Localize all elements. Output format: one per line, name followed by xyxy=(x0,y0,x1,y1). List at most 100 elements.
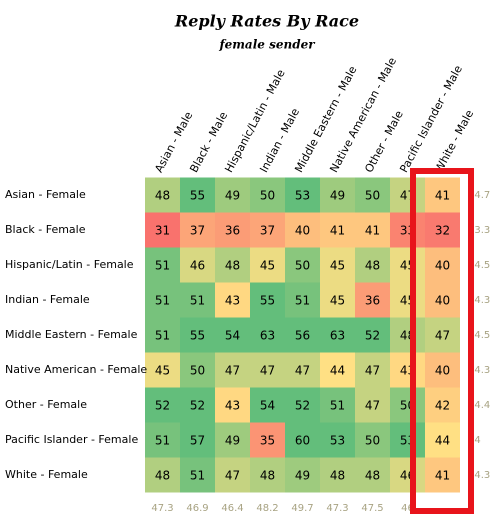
x-tick-label: Middle Eastern - Male xyxy=(292,64,359,175)
cell xyxy=(250,352,285,388)
cell-label: 51 xyxy=(330,399,345,413)
cell-label: 37 xyxy=(190,224,205,238)
cell-label: 63 xyxy=(330,329,345,343)
cell xyxy=(390,317,425,353)
cell xyxy=(320,282,355,318)
cell-label: 40 xyxy=(295,224,310,238)
y-tick-label: Middle Eastern - Female xyxy=(5,328,138,341)
cell xyxy=(145,212,180,248)
cell xyxy=(355,177,390,213)
cell-label: 47 xyxy=(260,364,275,378)
cell xyxy=(425,247,460,283)
x-tick-label: Hispanic/Latin - Male xyxy=(222,67,287,175)
cell-label: 48 xyxy=(225,259,240,273)
cell xyxy=(355,282,390,318)
cell xyxy=(285,247,320,283)
cell xyxy=(390,457,425,493)
cell-label: 50 xyxy=(365,434,380,448)
cell-label: 36 xyxy=(225,224,240,238)
cell-label: 57 xyxy=(190,434,205,448)
cell-label: 55 xyxy=(260,294,275,308)
cell xyxy=(320,352,355,388)
column-mean: 46.4 xyxy=(221,503,243,514)
cell-label: 40 xyxy=(435,364,450,378)
cell xyxy=(215,317,250,353)
cell-label: 54 xyxy=(225,329,240,343)
cells xyxy=(145,177,460,493)
cell xyxy=(320,317,355,353)
cell-label: 44 xyxy=(435,434,450,448)
cell-label: 37 xyxy=(260,224,275,238)
cell-label: 43 xyxy=(225,294,240,308)
y-tick-label: Black - Female xyxy=(5,223,86,236)
cell-label: 43 xyxy=(225,399,240,413)
cell xyxy=(285,177,320,213)
column-mean: 49.7 xyxy=(291,503,313,514)
cell-label: 41 xyxy=(435,189,450,203)
cell xyxy=(180,317,215,353)
cell xyxy=(320,387,355,423)
cell-label: 36 xyxy=(365,294,380,308)
cell xyxy=(215,282,250,318)
cell xyxy=(390,177,425,213)
row-mean: 44.5 xyxy=(468,260,490,271)
cell xyxy=(250,457,285,493)
cell xyxy=(320,457,355,493)
cell-label: 51 xyxy=(295,294,310,308)
cell xyxy=(145,247,180,283)
cell-label: 63 xyxy=(260,329,275,343)
cell-label: 50 xyxy=(260,189,275,203)
x-tick-label: Pacific Islander - Male xyxy=(397,63,465,175)
cell xyxy=(145,317,180,353)
cell xyxy=(425,387,460,423)
cell-label: 50 xyxy=(295,259,310,273)
cell-label: 49 xyxy=(295,469,310,483)
cell xyxy=(180,422,215,458)
cell xyxy=(250,317,285,353)
cell xyxy=(180,177,215,213)
cell xyxy=(390,352,425,388)
column-mean: 46 xyxy=(401,503,414,514)
row-mean: 44.3 xyxy=(468,365,490,376)
column-mean: 47.5 xyxy=(361,503,383,514)
cell xyxy=(285,422,320,458)
chart-title: Reply Rates By Race xyxy=(174,12,359,31)
cell xyxy=(355,387,390,423)
cell-label: 48 xyxy=(365,469,380,483)
cell xyxy=(250,212,285,248)
row-mean: 44.7 xyxy=(468,190,490,201)
row-mean: 33.3 xyxy=(468,225,490,236)
cell xyxy=(320,212,355,248)
cell xyxy=(250,177,285,213)
row-mean: 44.5 xyxy=(468,330,490,341)
cell-label: 47 xyxy=(225,469,240,483)
cell xyxy=(285,387,320,423)
cell xyxy=(425,282,460,318)
cell xyxy=(250,282,285,318)
cell-label: 56 xyxy=(295,329,310,343)
cell xyxy=(425,212,460,248)
cell-label: 48 xyxy=(155,189,170,203)
cell-label: 50 xyxy=(365,189,380,203)
cell xyxy=(355,352,390,388)
cell-label: 41 xyxy=(365,224,380,238)
cell-label: 55 xyxy=(190,329,205,343)
cell-label: 42 xyxy=(435,399,450,413)
cell-label: 51 xyxy=(155,434,170,448)
cell xyxy=(180,247,215,283)
cell-label: 51 xyxy=(155,259,170,273)
cell xyxy=(145,422,180,458)
column-mean: 47.3 xyxy=(326,503,348,514)
row-mean: 44 xyxy=(468,435,481,446)
row-mean: 44.3 xyxy=(468,295,490,306)
cell-label: 35 xyxy=(260,434,275,448)
cell-label: 44 xyxy=(330,364,345,378)
cell-label: 51 xyxy=(155,294,170,308)
cell xyxy=(145,457,180,493)
y-tick-label: Other - Female xyxy=(5,398,87,411)
column-mean: 47.3 xyxy=(151,503,173,514)
cell-label: 41 xyxy=(435,469,450,483)
cell-label: 31 xyxy=(155,224,170,238)
cell xyxy=(215,177,250,213)
